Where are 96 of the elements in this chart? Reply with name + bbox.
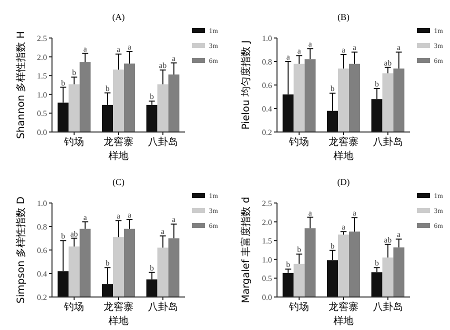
data-label: b [106,84,110,93]
y-tick-label: 1.0 [37,90,47,100]
annotation: a [286,52,290,62]
x-tick-label: 钓场 [288,136,310,148]
data-label: b [106,258,110,268]
y-tick-label: 0.8 [262,58,272,66]
data-label: a [342,45,346,54]
y-axis-title: Margalef 丰富度指数 d [240,196,252,304]
x-axis-title: 样地 [108,315,128,327]
y-tick-label: 0.6 [262,81,272,90]
x-tick-label: 八卦岛 [148,136,178,148]
data-label: a [116,212,121,221]
data-label: a [172,54,176,63]
bar [113,70,124,132]
y-axis-title: Pielou 均匀度指数 J [240,40,252,130]
x-tick-label: 钓场 [288,301,310,313]
y-tick-label: 2.0 [262,218,272,227]
y-tick-label: 0.8 [37,222,47,232]
x-tick-label: 龙窖寨 [104,301,134,313]
y-tick-label: 1.5 [37,72,47,81]
x-tick-label: 八卦岛 [148,301,178,313]
data-label: b [330,84,334,94]
data-label: a [128,210,132,220]
x-tick-label: 龙窖寨 [328,301,358,313]
y-tick-label: 2.5 [262,199,272,208]
y-tick-label: 0.4 [262,104,272,114]
y-tick-label: 0.5 [37,109,47,118]
y-tick-label: 0.0 [37,128,47,137]
data-label: ab [384,58,392,68]
y-tick-label: 1.0 [37,199,47,208]
bar [68,84,80,132]
data-label: ab [70,229,78,238]
data-label: a [116,45,121,54]
annotation: b [61,232,66,241]
bar [146,104,158,132]
y-tick-label: 0.6 [37,246,47,255]
y-axis-title: Simpson 多样性指数 D [15,196,27,304]
data-label: b [72,68,76,78]
x-tick-label: 钓场 [63,136,84,148]
chart-title: (D) [337,177,350,187]
x-axis-title: 样地 [334,150,354,162]
y-tick-label: 0.2 [262,128,272,137]
data-label: a [83,212,88,222]
data-label: a [397,43,402,52]
bar [157,84,168,132]
data-label: b [150,263,154,272]
data-label: a [128,42,132,52]
x-tick-label: 龙窖寨 [328,136,358,148]
data-label: b [330,241,334,250]
chart-title: (B) [338,12,350,22]
y-tick-label: 0.4 [37,270,47,278]
bar [80,62,91,132]
bar [349,232,360,297]
bar [382,258,394,297]
y-tick-label: 0.5 [262,274,272,284]
y-tick-label: 2.0 [37,52,47,62]
data-label: a [352,43,357,52]
data-label: b [297,245,302,254]
data-label: a [342,222,346,232]
data-label: a [397,230,402,240]
x-tick-label: 龙窖寨 [104,136,134,148]
data-label: b [286,260,290,270]
data-label: a [308,208,312,218]
bar [294,264,305,297]
y-tick-label: 0.2 [37,293,47,302]
data-label: a [308,40,312,49]
bar [338,234,349,297]
data-label: b [374,80,379,89]
data-label: a [172,215,176,224]
y-axis-title: Shannon 多样性指数 H [15,31,27,139]
bar [304,228,316,297]
bar [282,272,294,297]
y-tick-label: 1.5 [262,236,272,246]
y-tick-label: 1.0 [262,255,272,264]
x-axis-title: 样地 [108,150,128,162]
x-tick-label: 八卦岛 [372,136,403,148]
bar [168,74,180,132]
x-tick-label: 钓场 [63,301,84,313]
x-axis-title: 样地 [334,315,354,327]
data-label: a [161,226,166,236]
x-tick-label: 八卦岛 [372,301,403,313]
data-label: a [297,46,302,56]
y-tick-label: 2.5 [37,34,47,43]
data-label: ab [384,235,392,244]
data-label: a [352,208,357,218]
data-label: b [150,92,154,102]
data-label: a [83,44,88,54]
data-label: b [374,258,379,268]
bar [124,64,135,132]
chart-title: (C) [112,177,124,187]
data-label: b [61,78,66,88]
y-tick-label: 1.0 [262,34,272,43]
y-tick-label: 0.0 [262,293,272,302]
data-label: ab [159,60,167,70]
chart-title: (A) [112,12,125,22]
bar [393,247,404,297]
